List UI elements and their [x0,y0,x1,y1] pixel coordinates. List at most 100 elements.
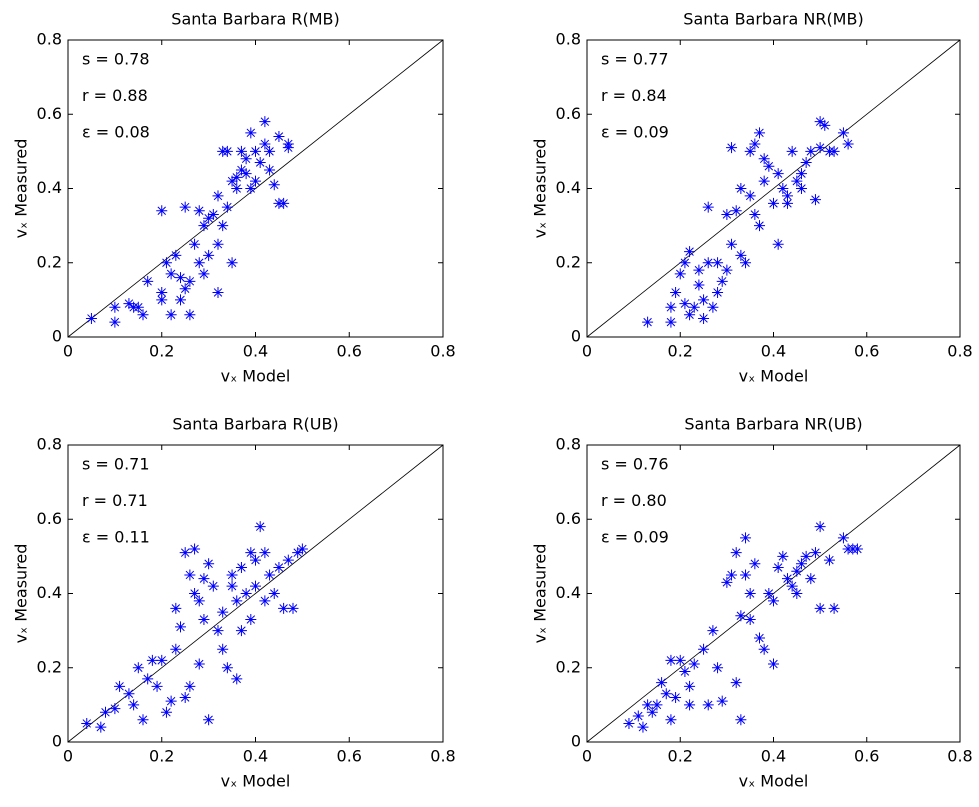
y-tick-label: 0.2 [37,252,62,271]
identity-line [586,39,961,338]
point [278,602,290,614]
annotation: s = 0.78 [82,50,150,69]
annotation: ε = 0.09 [601,528,669,547]
point [235,625,247,637]
point [795,168,807,180]
point [203,558,215,570]
point [184,275,196,287]
annotation: r = 0.84 [601,86,667,105]
point [721,576,733,588]
y-tick-label: 0 [52,327,62,346]
point [814,521,826,533]
y-tick-label: 0.2 [556,252,581,271]
point [198,613,210,625]
x-tick-label: 0.2 [668,747,693,766]
point [217,643,229,655]
x-tick-label: 0 [63,747,73,766]
point [189,238,201,250]
point [240,168,252,180]
point [837,127,849,139]
point [730,547,742,559]
x-tick-label: 0.6 [854,747,879,766]
point [754,632,766,644]
point [264,569,276,581]
point [772,238,784,250]
point [651,699,663,711]
point [744,588,756,599]
point [777,183,789,194]
point [250,175,261,187]
point [754,127,766,139]
point [212,190,224,202]
point [179,283,191,295]
point [189,588,201,599]
x-tick-label: 0.6 [854,342,879,361]
point [809,547,821,559]
point [264,164,276,176]
point [245,613,257,625]
point [781,197,793,209]
point [156,294,168,306]
annotation: s = 0.76 [601,455,669,474]
y-tick-label: 0.4 [37,178,62,197]
subplot: 0 0.2 0.4 0.6 0.8 0 0.2 0.4 0.6 0.8 Santa Barbara … [531,415,973,791]
point [212,286,224,298]
point [670,691,682,703]
point [707,625,719,637]
point [235,145,247,157]
point [203,714,215,726]
x-tick-label: 0 [582,342,592,361]
point [175,294,186,306]
y-tick-label: 0 [571,327,581,346]
x-axis-label: vₓ Model [739,772,809,791]
x-tick-label: 0.4 [761,342,786,361]
y-axis-label: vₓ Measured [12,544,31,644]
annotation: ε = 0.08 [82,123,150,142]
y-tick-label: 0.2 [37,657,62,676]
annotation: s = 0.71 [82,455,150,474]
point [837,532,849,544]
point [273,197,285,209]
point [693,264,705,276]
x-tick-label: 0.2 [668,342,693,361]
point [805,573,817,585]
point [175,621,186,633]
point [109,316,121,328]
point [203,249,215,261]
point [768,595,779,607]
y-tick-label: 0.8 [556,435,581,454]
point [264,145,276,157]
point [791,565,803,577]
point [679,257,691,269]
point [123,298,135,310]
point [245,127,257,139]
point [250,580,261,592]
y-tick-label: 0.2 [556,657,581,676]
point [235,562,247,574]
point [259,138,271,150]
point [221,145,233,157]
point [735,610,747,622]
annotation: r = 0.80 [601,491,667,510]
point [712,286,724,298]
point [156,654,168,666]
chart-title: Santa Barbara NR(UB) [684,415,862,434]
point [231,595,243,607]
point [758,175,770,187]
y-axis-label: vₓ Measured [531,139,550,239]
point [193,595,205,607]
point [726,238,738,250]
point [165,309,177,321]
y-tick-label: 0.8 [37,435,62,454]
annotation: r = 0.88 [82,86,148,105]
point [198,220,210,232]
point [259,116,271,128]
point [758,643,770,655]
point [758,153,770,165]
point [198,573,210,585]
point [259,547,271,559]
point [777,550,789,562]
y-tick-label: 0.8 [556,30,581,49]
point [231,183,243,194]
point [800,157,812,169]
